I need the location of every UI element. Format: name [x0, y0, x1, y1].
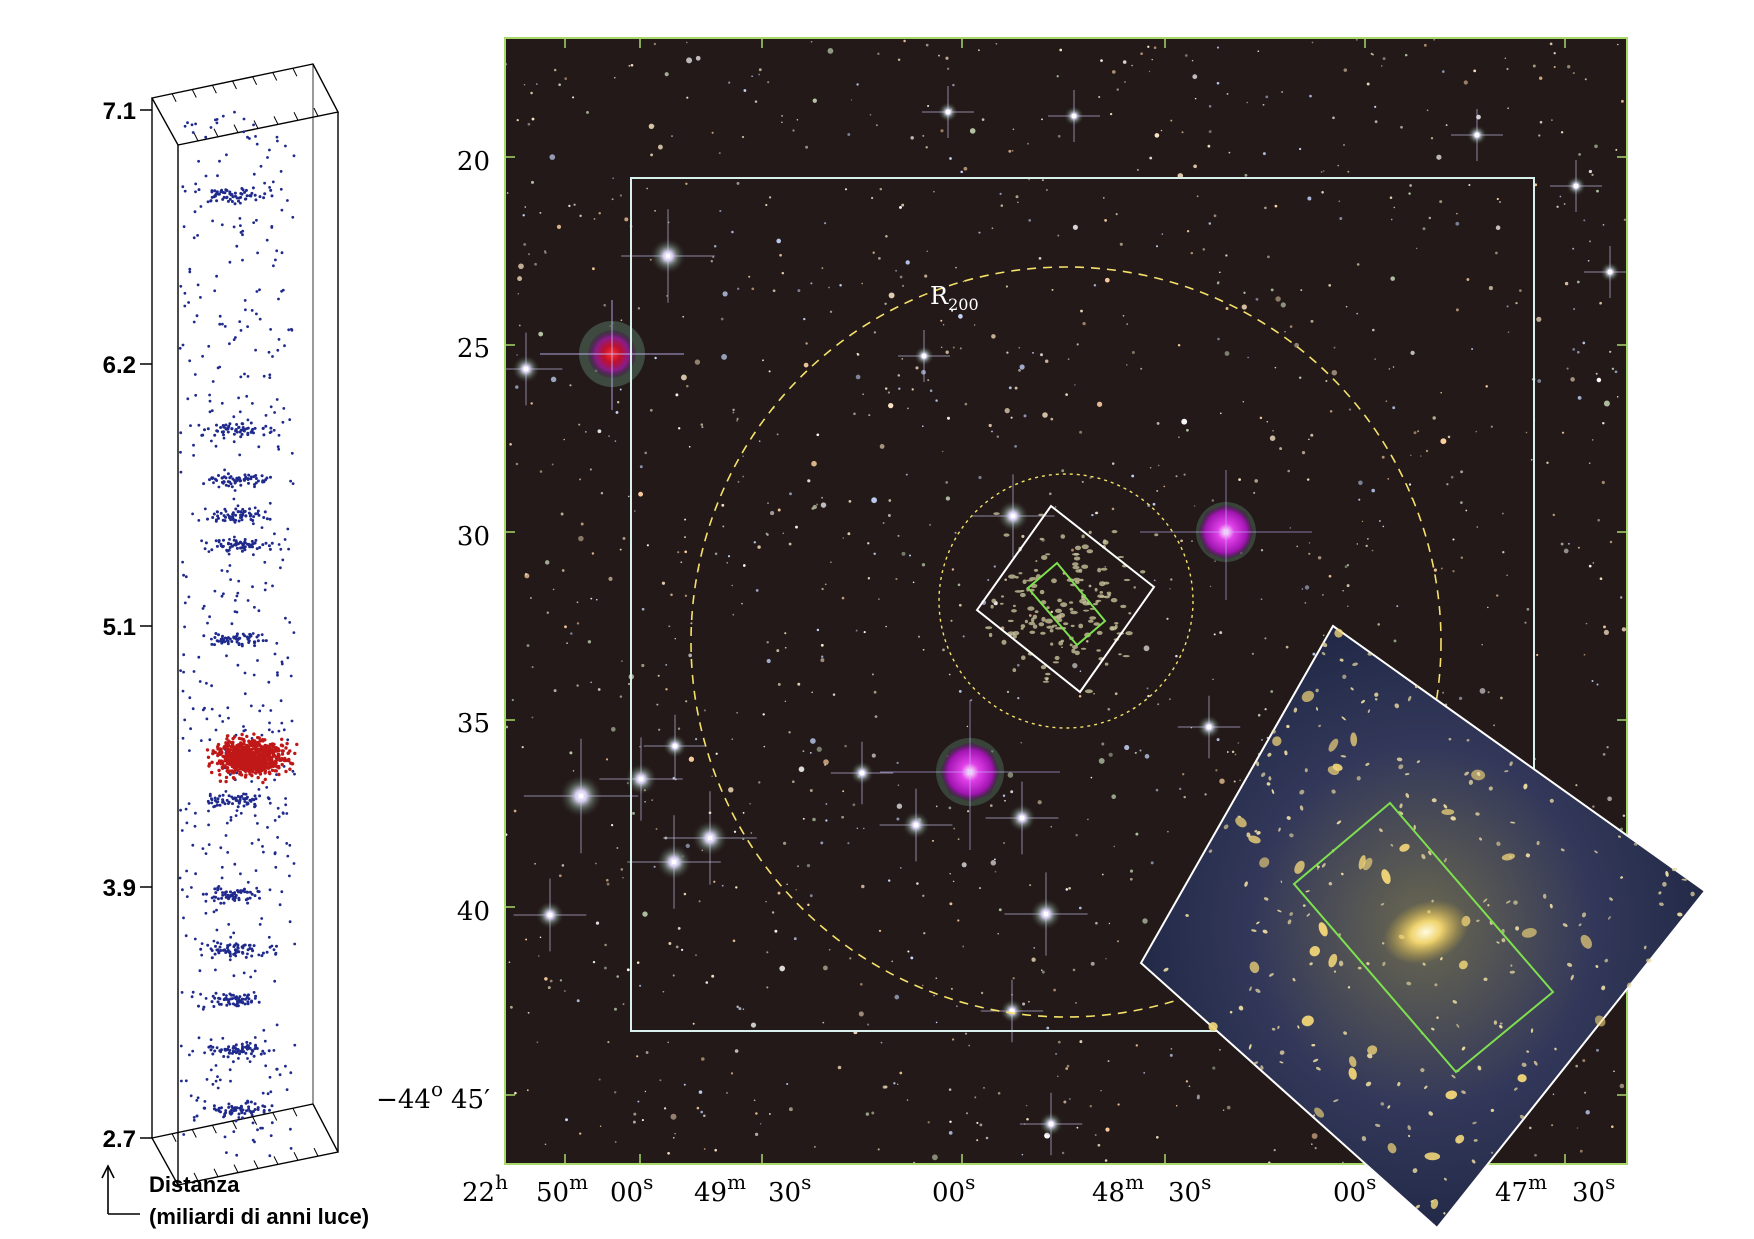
dec-axis: 20 25 30 35 40 −44o 45′ — [376, 147, 490, 1115]
distance-axis — [140, 109, 152, 1139]
distance-tick-label: 2.7 — [103, 1126, 136, 1153]
dec-tick-label: 40 — [457, 897, 490, 927]
distance-tick-label: 3.9 — [103, 875, 136, 902]
ra-minutes-47: 47m — [1495, 1170, 1547, 1208]
ra-seconds-30: 30s — [1572, 1170, 1615, 1208]
floor-ticks — [171, 68, 319, 1182]
saturated-star-icon — [1140, 470, 1312, 600]
distance-tick-label: 6.2 — [103, 352, 136, 379]
bright-stars — [505, 86, 1627, 1156]
ra-seconds-00: 00s — [932, 1170, 975, 1208]
distance-axis-label: Distanza — [149, 1172, 240, 1197]
ra-minutes-49: 49m — [694, 1170, 746, 1208]
green-field-box — [1026, 561, 1107, 647]
galaxy-points-foreground — [178, 110, 297, 1158]
inset-green-box — [1292, 801, 1555, 1074]
dec-tick-label: 35 — [457, 709, 490, 739]
inset-image — [1139, 624, 1707, 1230]
survey-field-box — [630, 177, 1535, 1032]
ra-hours: 22h — [462, 1170, 508, 1208]
dec-tick-label: 20 — [457, 147, 490, 177]
ra-minutes-48: 48m — [1092, 1170, 1144, 1208]
inset-galaxies — [1163, 628, 1695, 1215]
r200-label: R200 — [930, 282, 979, 314]
distance-axis-unit: (miliardi di anni luce) — [149, 1204, 369, 1229]
sky-frame — [504, 37, 1628, 1165]
saturated-star-icon — [880, 700, 1060, 850]
saturated-star-icon — [540, 300, 684, 410]
galaxy-points-cluster — [205, 732, 299, 785]
distance-tick-label: 5.1 — [103, 614, 136, 641]
core-circle — [938, 473, 1194, 729]
dec-tick-label: 30 — [457, 522, 490, 552]
ra-seconds-30: 30s — [768, 1170, 811, 1208]
r200-circle — [690, 266, 1442, 1018]
ra-minutes-50: 50m — [536, 1170, 588, 1208]
distance-tick-label: 7.1 — [103, 98, 136, 125]
column-box — [150, 63, 340, 1186]
redshift-column: 7.1 6.2 5.1 3.9 2.7 Distanza (miliardi d… — [101, 63, 369, 1229]
frame-ticks — [505, 38, 1627, 1164]
ra-seconds-00: 00s — [1333, 1170, 1376, 1208]
distance-arrow-icon — [101, 1164, 140, 1215]
ra-seconds-00: 00s — [610, 1170, 653, 1208]
inner-field-box — [975, 504, 1156, 694]
dec-tick-label: 25 — [457, 334, 490, 364]
ra-axis: 22h 50m 00s 49m 30s 00s 48m 30s 00s 47m … — [462, 1170, 1615, 1208]
bcg-galaxy — [1383, 900, 1469, 964]
dec-tick-label-last: −44o 45′ — [376, 1077, 490, 1115]
ra-seconds-30: 30s — [1168, 1170, 1211, 1208]
